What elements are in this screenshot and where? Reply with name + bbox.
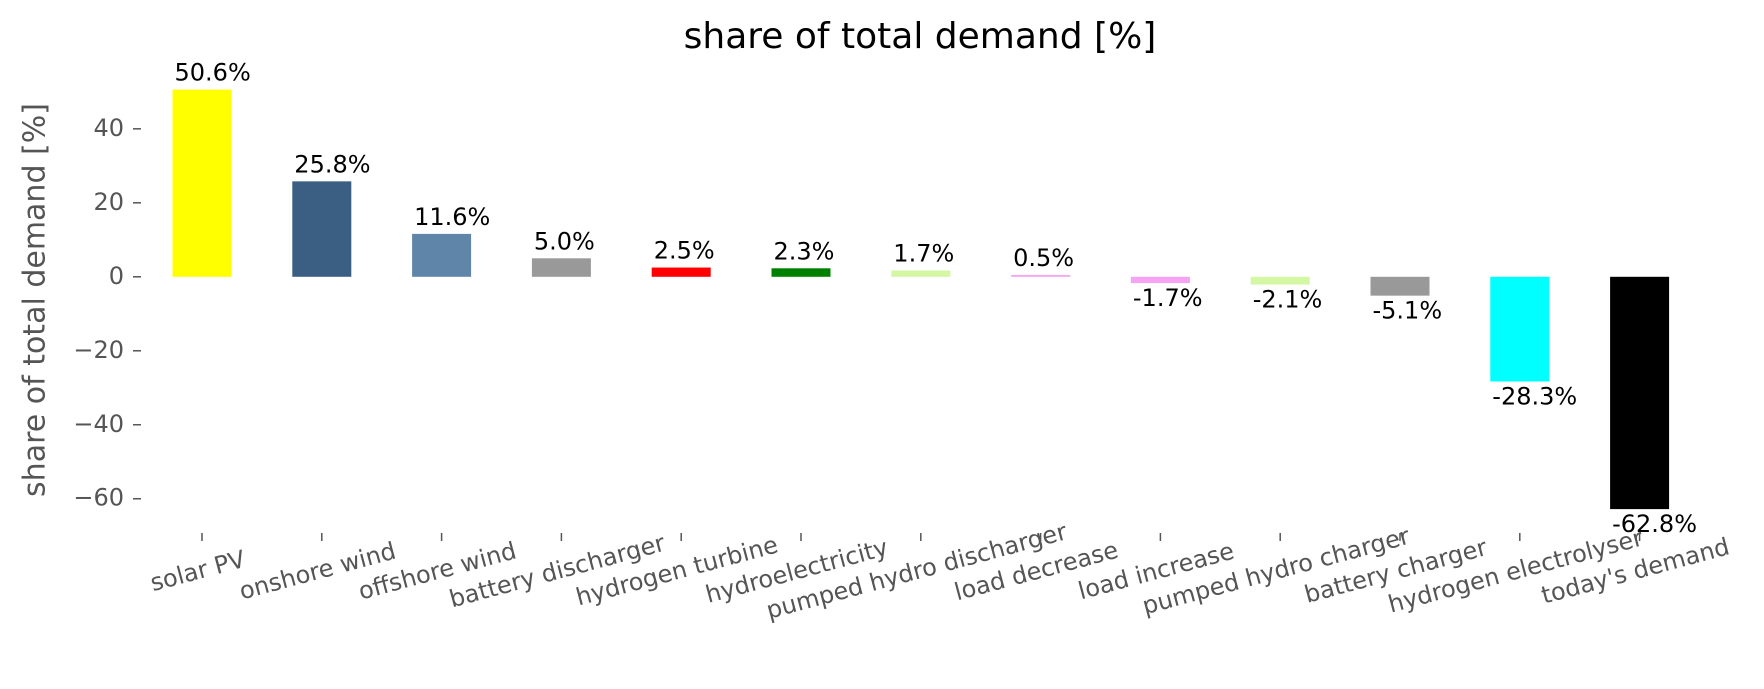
bar — [1130, 276, 1190, 284]
bar — [651, 267, 711, 277]
value-label: 5.0% — [534, 227, 595, 255]
value-label: 0.5% — [1013, 244, 1074, 272]
bar — [1490, 276, 1550, 382]
value-label: 2.5% — [654, 237, 715, 265]
y-tick-label: −40 — [73, 410, 124, 438]
value-label: -62.8% — [1612, 510, 1697, 538]
value-label: -1.7% — [1133, 284, 1203, 312]
value-label: -2.1% — [1253, 286, 1323, 314]
x-tick-label: solar PV — [147, 545, 248, 597]
bar — [1370, 276, 1430, 296]
bar — [1011, 274, 1071, 277]
chart-title: share of total demand [%] — [684, 16, 1157, 57]
bar — [771, 268, 831, 277]
y-axis-label: share of total demand [%] — [18, 103, 53, 497]
bar — [412, 233, 472, 277]
bar — [531, 258, 591, 277]
value-label: -28.3% — [1492, 382, 1577, 410]
bar — [891, 270, 951, 277]
value-label: 2.3% — [774, 237, 835, 265]
value-label: 11.6% — [414, 203, 490, 231]
y-tick-label: −20 — [73, 336, 124, 364]
y-tick-label: 40 — [93, 114, 124, 142]
value-label: 50.6% — [175, 59, 251, 87]
value-label: 25.8% — [294, 150, 370, 178]
y-tick-label: 20 — [93, 188, 124, 216]
bar — [1610, 276, 1670, 510]
y-tick-label: −60 — [73, 484, 124, 512]
bar — [172, 89, 232, 277]
y-tick-label: 0 — [109, 262, 124, 290]
value-label: 1.7% — [893, 240, 954, 268]
bar — [1250, 276, 1310, 285]
bar — [292, 181, 352, 277]
value-label: -5.1% — [1373, 297, 1443, 325]
